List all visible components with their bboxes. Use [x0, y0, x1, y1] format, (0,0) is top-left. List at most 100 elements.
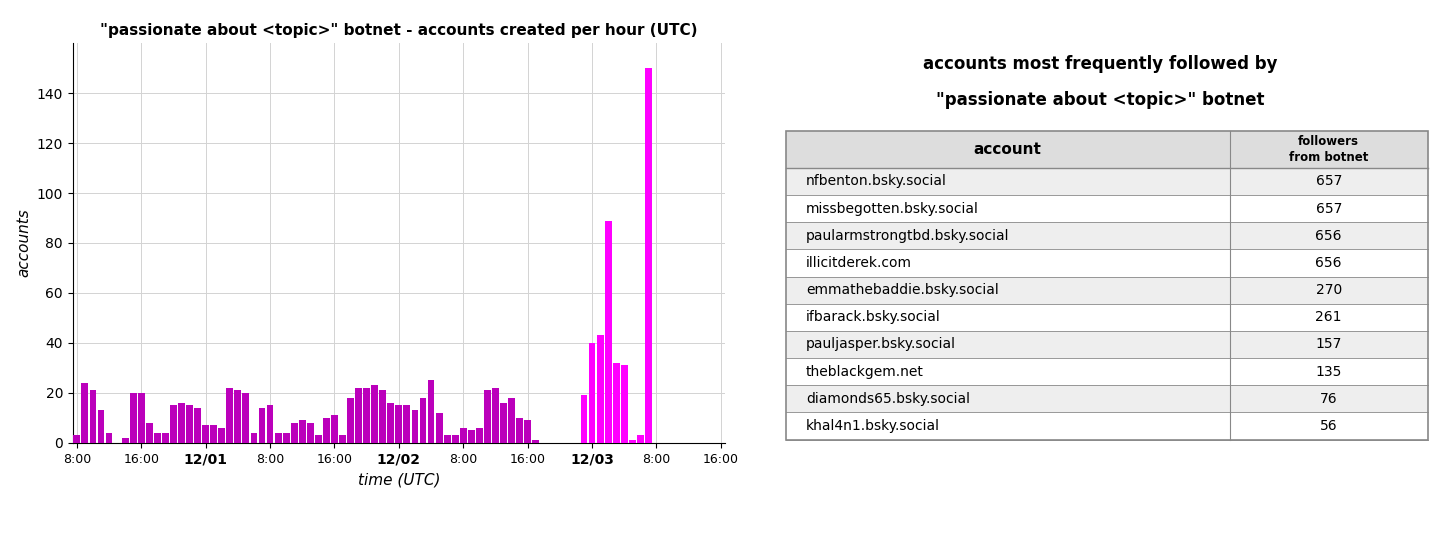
Bar — [492, 388, 499, 443]
Bar — [636, 435, 644, 443]
Bar — [339, 435, 347, 443]
Text: pauljasper.bsky.social: pauljasper.bsky.social — [807, 338, 957, 352]
Bar — [122, 438, 128, 443]
Bar — [613, 363, 620, 443]
Bar — [331, 415, 338, 443]
Text: illicitderek.com: illicitderek.com — [807, 256, 911, 270]
Bar — [476, 428, 483, 443]
Bar — [194, 408, 201, 443]
Bar — [347, 398, 354, 443]
Bar — [428, 380, 434, 443]
Bar — [403, 406, 411, 443]
Text: missbegotten.bsky.social: missbegotten.bsky.social — [807, 201, 978, 215]
Text: 157: 157 — [1316, 338, 1342, 352]
X-axis label: time (UTC): time (UTC) — [358, 472, 440, 487]
Bar — [138, 393, 144, 443]
Bar — [581, 395, 587, 443]
Text: "passionate about <topic>" botnet: "passionate about <topic>" botnet — [936, 91, 1264, 109]
Text: 261: 261 — [1315, 310, 1342, 325]
Bar — [73, 435, 80, 443]
Bar — [170, 406, 176, 443]
Bar — [604, 220, 612, 443]
Bar — [444, 435, 450, 443]
Bar — [178, 403, 185, 443]
Bar — [266, 406, 274, 443]
Bar — [786, 168, 1428, 195]
Bar — [533, 440, 539, 443]
Text: khal4n1.bsky.social: khal4n1.bsky.social — [807, 419, 941, 433]
Bar — [396, 406, 402, 443]
Bar — [786, 195, 1428, 222]
Bar — [517, 418, 523, 443]
Text: 270: 270 — [1316, 283, 1342, 297]
Bar — [499, 403, 507, 443]
Text: theblackgem.net: theblackgem.net — [807, 364, 925, 379]
Bar — [202, 426, 210, 443]
Bar — [786, 276, 1428, 303]
Bar — [307, 423, 313, 443]
Text: account: account — [974, 142, 1041, 157]
Bar — [786, 331, 1428, 358]
Bar — [298, 420, 306, 443]
Bar — [786, 303, 1428, 331]
Title: "passionate about <topic>" botnet - accounts created per hour (UTC): "passionate about <topic>" botnet - acco… — [100, 23, 697, 38]
Text: diamonds65.bsky.social: diamonds65.bsky.social — [807, 392, 970, 406]
Bar — [786, 131, 1428, 168]
Bar — [154, 433, 160, 443]
Bar — [130, 393, 137, 443]
Text: accounts most frequently followed by: accounts most frequently followed by — [923, 55, 1277, 73]
Bar — [363, 388, 370, 443]
Text: 656: 656 — [1315, 229, 1342, 243]
Bar — [588, 343, 596, 443]
Bar — [597, 335, 604, 443]
Bar — [355, 388, 363, 443]
Bar — [380, 390, 386, 443]
Bar — [786, 413, 1428, 440]
Bar — [467, 430, 475, 443]
Text: ifbarack.bsky.social: ifbarack.bsky.social — [807, 310, 941, 325]
Bar — [186, 406, 194, 443]
Bar — [786, 222, 1428, 249]
Text: 76: 76 — [1321, 392, 1338, 406]
Bar — [412, 410, 418, 443]
Bar — [786, 131, 1428, 440]
Bar — [146, 423, 153, 443]
Text: 135: 135 — [1316, 364, 1342, 379]
Text: followers
from botnet: followers from botnet — [1289, 135, 1369, 164]
Text: 657: 657 — [1316, 174, 1342, 188]
Text: 657: 657 — [1316, 201, 1342, 215]
Bar — [419, 398, 427, 443]
Bar — [291, 423, 297, 443]
Bar — [259, 408, 265, 443]
Bar — [275, 433, 281, 443]
Bar — [451, 435, 459, 443]
Bar — [387, 403, 395, 443]
Bar — [243, 393, 249, 443]
Bar — [234, 390, 242, 443]
Bar — [620, 366, 628, 443]
Text: paularmstrongtbd.bsky.social: paularmstrongtbd.bsky.social — [807, 229, 1009, 243]
Bar — [786, 358, 1428, 385]
Text: 656: 656 — [1315, 256, 1342, 270]
Bar — [106, 433, 112, 443]
Y-axis label: accounts: accounts — [16, 208, 31, 278]
Bar — [460, 428, 467, 443]
Text: nfbenton.bsky.social: nfbenton.bsky.social — [807, 174, 946, 188]
Bar — [483, 390, 491, 443]
Bar — [89, 390, 96, 443]
Bar — [282, 433, 290, 443]
Bar — [98, 410, 105, 443]
Bar — [162, 433, 169, 443]
Text: 56: 56 — [1321, 419, 1338, 433]
Bar — [323, 418, 331, 443]
Bar — [218, 428, 226, 443]
Bar — [226, 388, 233, 443]
Bar — [508, 398, 515, 443]
Bar — [786, 249, 1428, 276]
Text: emmathebaddie.bsky.social: emmathebaddie.bsky.social — [807, 283, 999, 297]
Bar — [786, 385, 1428, 413]
Bar — [435, 413, 443, 443]
Bar — [524, 420, 531, 443]
Bar — [82, 383, 89, 443]
Bar — [645, 68, 652, 443]
